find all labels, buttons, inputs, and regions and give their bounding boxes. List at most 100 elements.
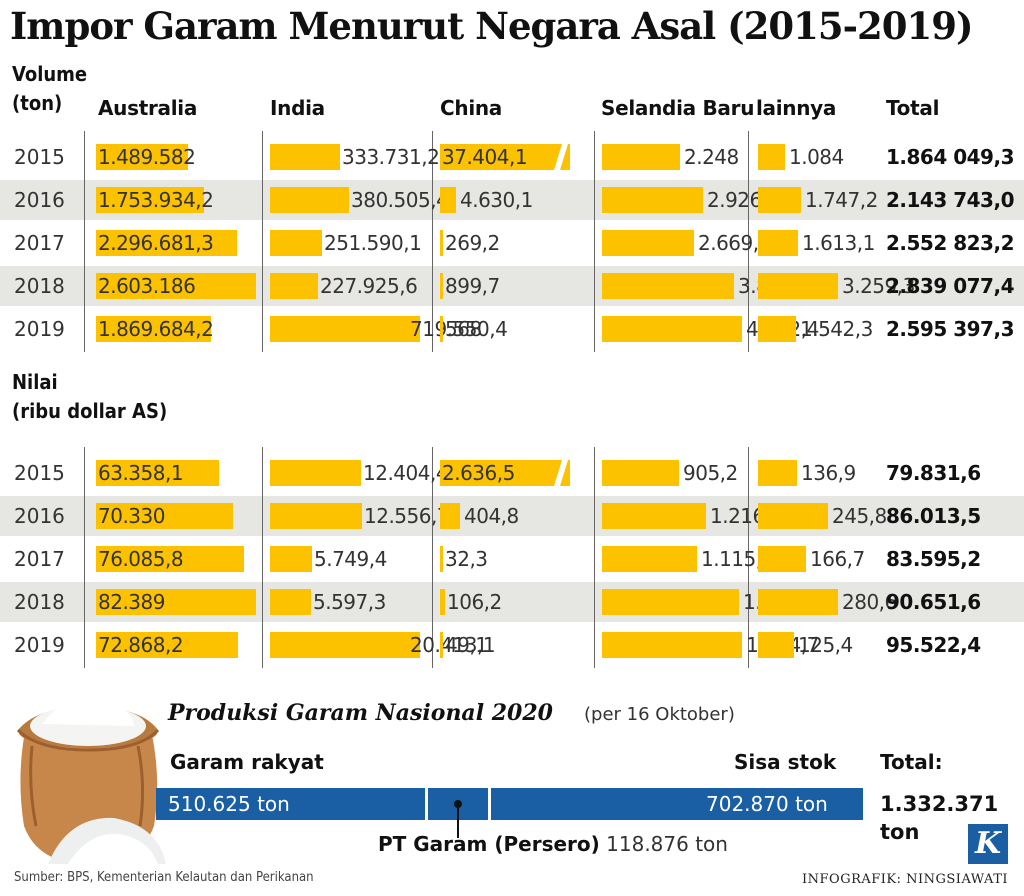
nilai-total: 90.651,6 [886, 590, 981, 614]
nilai-bar-australia [96, 589, 256, 615]
nilai-value-india: 12.404,4 [363, 461, 449, 485]
nilai-column-divider [594, 447, 595, 668]
volume-year-label: 2019 [14, 317, 65, 341]
nilai-section-label: Nilai (ribu dollar AS) [12, 368, 167, 426]
nilai-value-australia: 82.389 [98, 590, 165, 614]
volume-bar-australia [96, 187, 204, 213]
volume-bar-india [270, 230, 322, 256]
nilai-bar-selandia-baru [602, 460, 679, 486]
volume-bar-china [440, 187, 456, 213]
production-total-value: 1.332.371 [880, 792, 999, 816]
volume-value-australia: 1.753.934,2 [98, 188, 214, 212]
sisa-stok-value: 702.870 ton [706, 792, 828, 816]
nilai-value-selandia-baru: 905,2 [683, 461, 738, 485]
nilai-bar-china [440, 632, 443, 658]
nilai-bar-lainnya [758, 589, 838, 615]
production-segment-garam-rakyat [156, 788, 425, 820]
volume-value-australia: 1.489.582 [98, 145, 196, 169]
nilai-bar-australia [96, 503, 233, 529]
nilai-value-india: 5.749,4 [314, 547, 387, 571]
garam-rakyat-label: Garam rakyat [170, 750, 324, 774]
source-note: Sumber: BPS, Kementerian Kelautan dan Pe… [14, 870, 314, 885]
nilai-bar-china [440, 503, 460, 529]
production-total-label: Total: [880, 750, 943, 774]
production-subtitle: (per 16 Oktober) [584, 704, 735, 725]
garam-rakyat-value: 510.625 ton [168, 792, 290, 816]
volume-bar-lainnya [758, 187, 801, 213]
column-header-selandia-baru: Selandia Baru [601, 96, 755, 120]
nilai-bar-lainnya [758, 503, 828, 529]
volume-bar-australia [96, 144, 188, 170]
nilai-total: 79.831,6 [886, 461, 981, 485]
nilai-year-label: 2015 [14, 461, 65, 485]
pt-garam-pointer-icon [454, 800, 462, 838]
volume-total: 2.552 823,2 [886, 231, 1015, 255]
nilai-value-lainnya: 166,7 [810, 547, 865, 571]
nilai-bar-selandia-baru [602, 503, 706, 529]
volume-total: 1.864 049,3 [886, 145, 1015, 169]
nilai-axis-break-icon [546, 460, 568, 486]
nilai-value-australia: 76.085,8 [98, 547, 184, 571]
column-header-australia: Australia [98, 96, 198, 120]
volume-column-divider [262, 131, 263, 352]
volume-value-india: 251.590,1 [324, 231, 422, 255]
nilai-label-line1: Nilai [12, 370, 58, 394]
volume-bar-selandia-baru [602, 230, 694, 256]
volume-bar-china [440, 230, 443, 256]
volume-value-india: 380.505,4 [351, 188, 449, 212]
nilai-value-lainnya: 125,4 [798, 633, 853, 657]
column-header-total: Total [886, 96, 940, 120]
nilai-bar-china [440, 589, 445, 615]
volume-year-label: 2016 [14, 188, 65, 212]
volume-bar-lainnya [758, 144, 785, 170]
volume-total: 2.839 077,4 [886, 274, 1015, 298]
volume-value-india: 227.925,6 [320, 274, 418, 298]
nilai-total: 83.595,2 [886, 547, 981, 571]
volume-column-divider [84, 131, 85, 352]
volume-value-lainnya: 1.613,1 [802, 231, 875, 255]
nilai-bar-india [270, 589, 311, 615]
volume-column-divider [594, 131, 595, 352]
nilai-value-china: 32,3 [445, 547, 488, 571]
volume-year-label: 2018 [14, 274, 65, 298]
volume-value-australia: 2.603.186 [98, 274, 196, 298]
volume-value-lainnya: 3.259,3 [842, 274, 915, 298]
pt-garam-value: 118.876 ton [606, 832, 728, 856]
nilai-bar-china [440, 460, 570, 486]
nilai-value-australia: 63.358,1 [98, 461, 184, 485]
volume-value-china: 269,2 [445, 231, 500, 255]
volume-column-divider [748, 131, 749, 352]
volume-bar-china [440, 144, 570, 170]
nilai-value-australia: 70.330 [98, 504, 165, 528]
volume-bar-australia [96, 316, 211, 342]
nilai-column-divider [262, 447, 263, 668]
nilai-value-lainnya: 136,9 [801, 461, 856, 485]
nilai-bar-india [270, 503, 362, 529]
production-segment-sisa-stok [491, 788, 863, 820]
volume-value-lainnya: 1.542,3 [800, 317, 873, 341]
volume-value-china: 568 [445, 317, 482, 341]
infographic-title: Impor Garam Menurut Negara Asal (2015-20… [10, 4, 973, 48]
volume-section-label: Volume (ton) [12, 60, 87, 118]
nilai-value-india: 20.413,1 [410, 633, 496, 657]
volume-bar-china [440, 273, 443, 299]
volume-year-label: 2015 [14, 145, 65, 169]
nilai-value-china: 106,2 [447, 590, 502, 614]
salt-sack-icon [16, 697, 166, 864]
nilai-column-divider [432, 447, 433, 668]
nilai-bar-lainnya [758, 546, 806, 572]
nilai-bar-lainnya [758, 460, 797, 486]
nilai-value-lainnya: 280,6 [842, 590, 897, 614]
infographic-credit: INFOGRAFIK: NINGSIAWATI [802, 872, 1008, 887]
pt-garam-annotation: PT Garam (Persero) 118.876 ton [378, 832, 728, 856]
production-total-unit: ton [880, 820, 920, 844]
nilai-bar-india [270, 460, 361, 486]
volume-total: 2.143 743,0 [886, 188, 1015, 212]
nilai-year-label: 2016 [14, 504, 65, 528]
volume-bar-selandia-baru [602, 144, 680, 170]
nilai-bar-australia [96, 632, 238, 658]
production-total: 1.332.371 ton [880, 790, 998, 846]
nilai-year-label: 2019 [14, 633, 65, 657]
production-title: Produksi Garam Nasional 2020 [168, 700, 553, 726]
volume-bar-australia [96, 230, 237, 256]
